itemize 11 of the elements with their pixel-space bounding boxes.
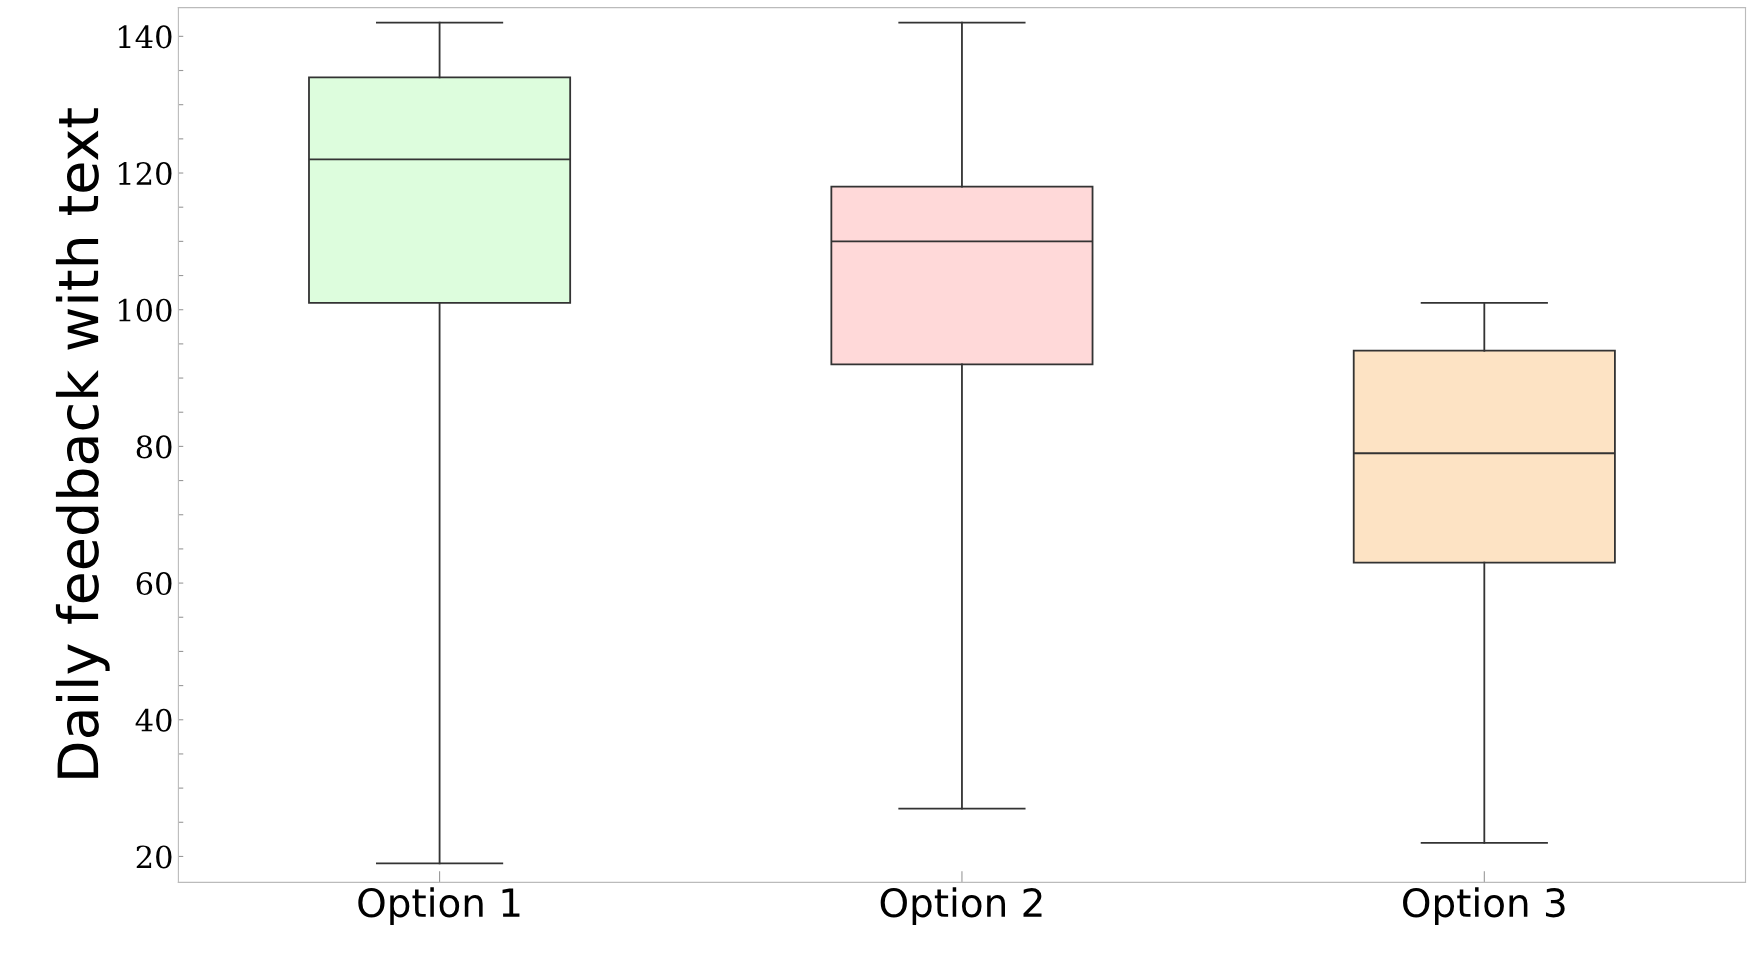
y-tick-label: 40 — [135, 708, 172, 732]
y-axis-title: Daily feedback with text — [55, 108, 110, 778]
y-tick-label: 80 — [136, 435, 172, 459]
y-tick-label: 20 — [136, 845, 172, 869]
y-tick-label: 140 — [118, 25, 172, 49]
x-tick-label: Option 2 — [880, 887, 1042, 925]
y-tick-label: 60 — [136, 572, 172, 596]
y-tick-label: 100 — [118, 298, 172, 322]
x-tick-label: Option 1 — [358, 887, 520, 925]
x-tick-label: Option 3 — [1403, 887, 1565, 925]
y-tick-label: 120 — [118, 161, 172, 186]
